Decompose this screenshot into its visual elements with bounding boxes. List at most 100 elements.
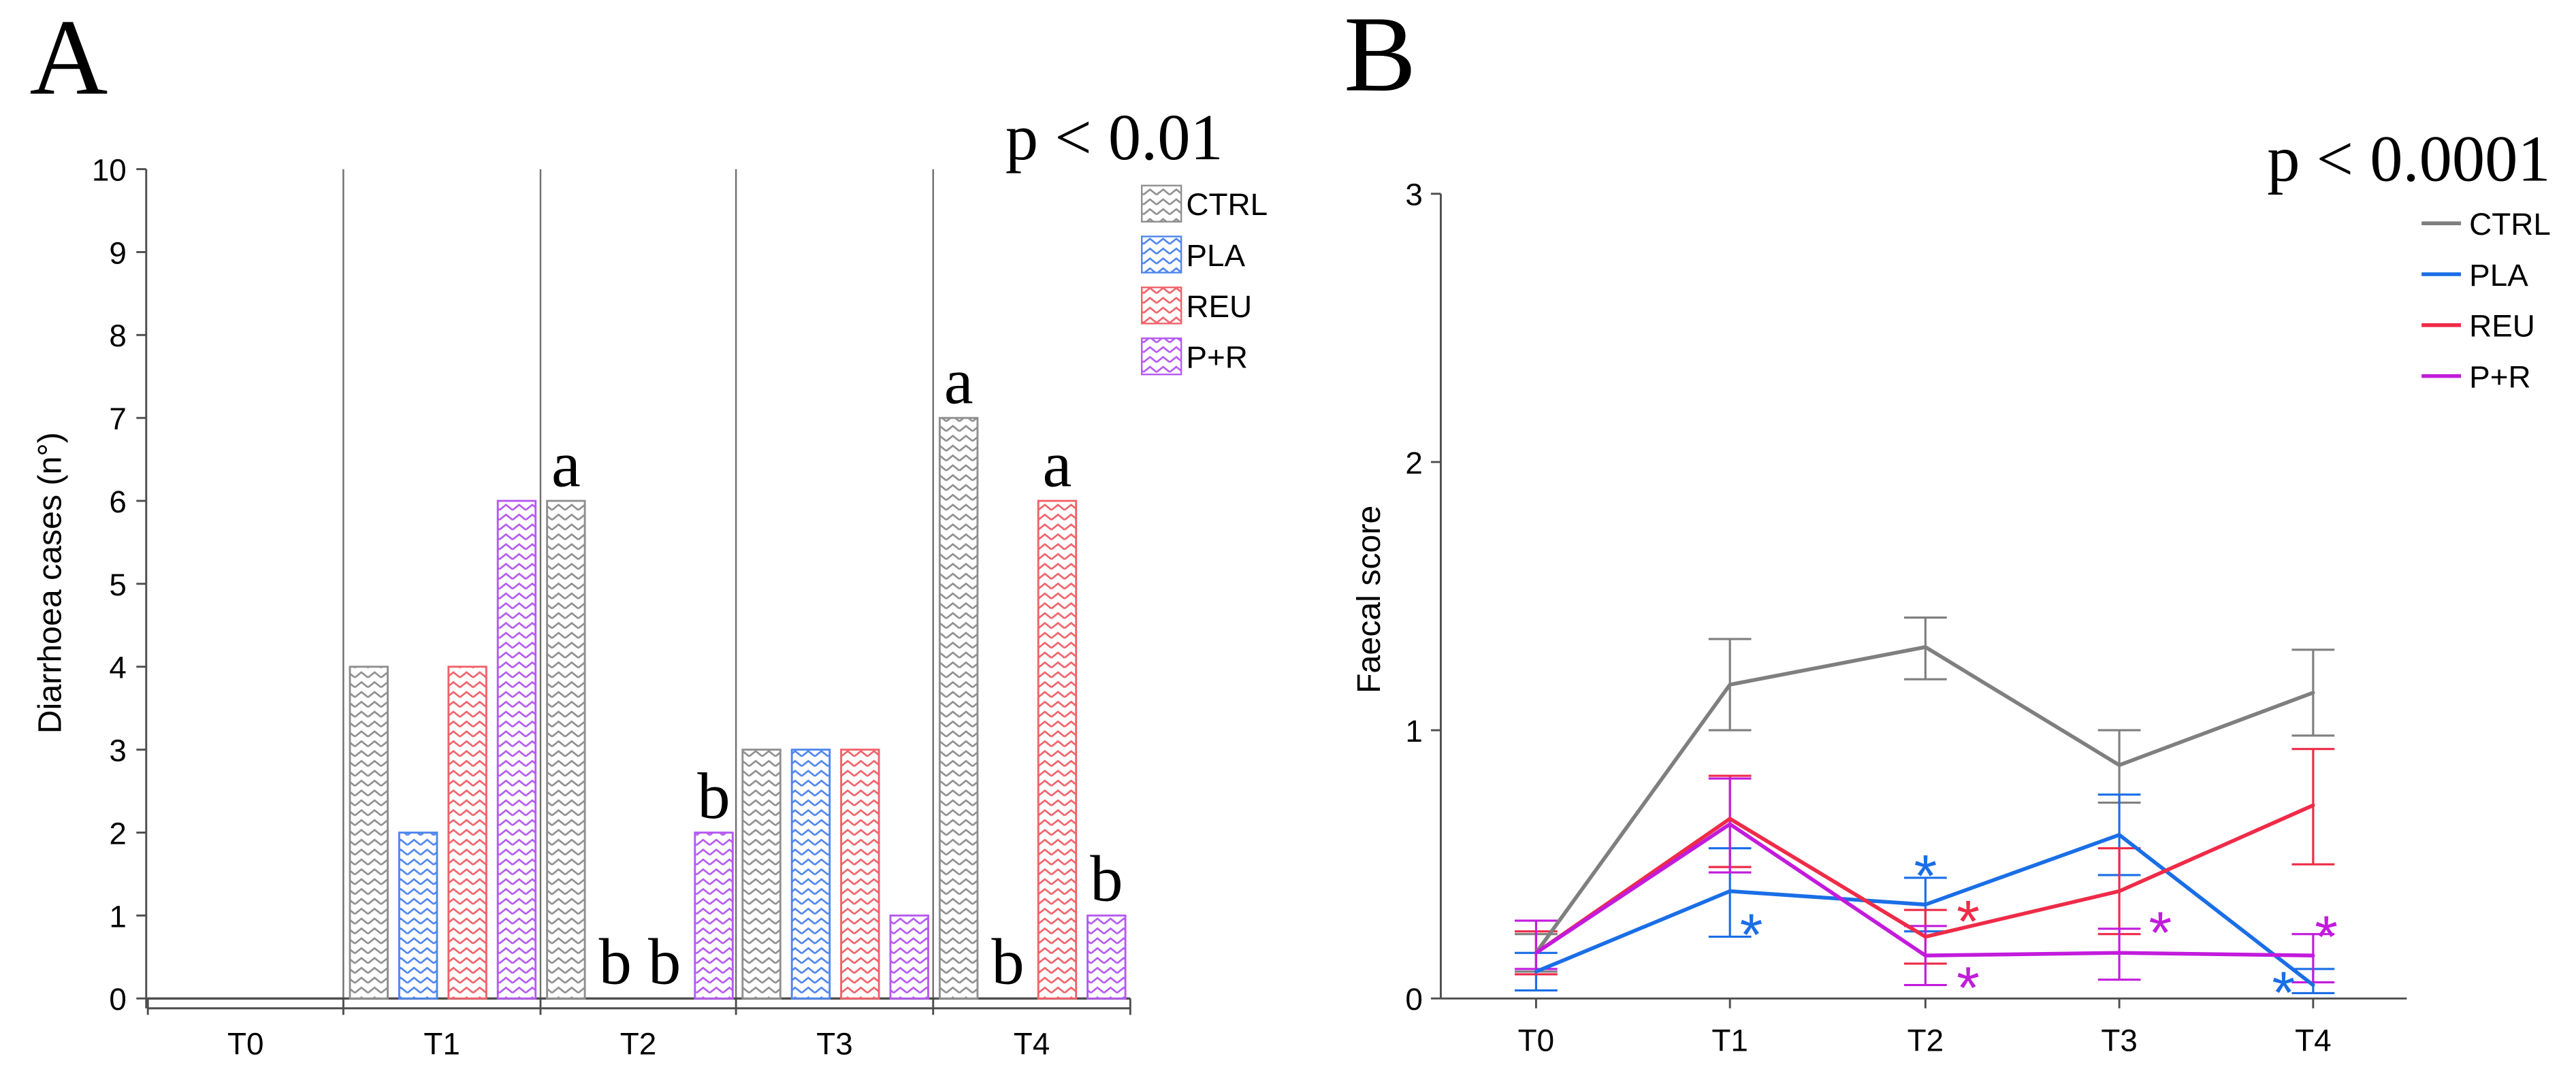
point-ctrl-t2 [1923,645,1928,649]
x-tick-label-t0: T0 [227,1025,264,1061]
panel-a-legend: CTRL PLA REU P+R [1141,184,1268,376]
legend-label-reu: REU [2469,308,2535,344]
significance-letter-p-plus-r-t4: b [1090,842,1123,915]
point-reu-t2 [1923,934,1928,939]
y-tick-label: 9 [109,235,127,270]
panel-b-legend: CTRL PLA REU P+R [2421,206,2551,395]
legend-item-ctrl: CTRL [1141,184,1268,223]
significance-star-pla-t1: * [1740,902,1763,968]
y-tick-label: 7 [109,401,127,436]
x-tick-label-t0: T0 [1518,1022,1555,1057]
significance-star-p-plus-r-t2: * [1957,955,1980,1021]
bar-reu-t4 [1037,499,1078,1000]
legend-label-pla: PLA [1186,237,1245,273]
panel-b-y-axis-title: Faecal score [1351,506,1387,693]
bar-ctrl-t3 [741,749,782,1000]
point-pla-t4 [2311,983,2315,987]
panel-a: A p < 0.01 Diarrhoea cases (n°) 0 1 2 3 4 5 6 7… [29,0,1268,1061]
x-tick-label-t2: T2 [1907,1022,1944,1057]
bar-p-plus-r-t2 [694,832,734,1000]
y-tick-label: 2 [109,815,127,851]
y-tick-label: 1 [1405,713,1423,749]
significance-letter-reu-t2: b [648,925,681,998]
significance-letter-p-plus-r-t2: b [697,759,730,832]
y-tick-label: 8 [109,318,127,353]
panel-b-p-value: p < 0.0001 [2267,122,2550,195]
bar-reu-t1 [447,666,487,1000]
legend-label-reu: REU [1186,289,1252,324]
point-p-plus-r-t0 [1534,951,1539,955]
bar-ctrl-t4 [938,416,979,1000]
significance-star-pla-t2: * [1914,843,1937,909]
legend-item-reu: REU [2421,308,2535,344]
legend-item-pla: PLA [1141,235,1245,274]
point-reu-t4 [2311,803,2315,808]
x-tick-label-t2: T2 [620,1025,657,1061]
significance-letter-reu-t4: a [1043,427,1072,500]
legend-label-p-plus-r: P+R [1186,340,1247,375]
panel-b: B p < 0.0001 Faecal score 0 1 2 3 T0 T1 T2 T3 T4… [1344,0,2551,1057]
x-tick-label-t3: T3 [816,1025,853,1061]
legend-item-reu: REU [1141,286,1252,325]
legend-item-ctrl: CTRL [2421,206,2551,242]
legend-item-pla: PLA [2421,257,2528,293]
significance-star-reu-t2: * [1957,889,1980,955]
significance-star-p-plus-r-t3: * [2149,900,2172,966]
x-tick-label-t1: T1 [1711,1022,1748,1057]
legend-label-pla: PLA [2469,257,2528,293]
bar-pla-t1 [398,832,438,1000]
significance-letter-pla-t4: b [991,925,1024,998]
panel-a-p-value: p < 0.01 [1005,101,1223,174]
y-tick-label: 0 [1405,981,1423,1017]
legend-swatch-ctrl [1141,184,1182,223]
legend-item-p-plus-r: P+R [2421,359,2531,395]
error-bar-p-plus-r-t4 [2291,933,2335,984]
y-tick-label: 1 [109,898,127,934]
significance-star-pla-t4: * [2272,960,2296,1026]
legend-swatch-reu [1141,286,1182,325]
bar-ctrl-t1 [349,666,389,1000]
bar-p-plus-r-t1 [496,499,537,1000]
y-tick-label: 3 [109,733,127,768]
legend-label-ctrl: CTRL [2469,206,2551,242]
x-tick-label-t1: T1 [423,1025,460,1061]
point-ctrl-t3 [2117,763,2121,767]
x-tick-label-t4: T4 [1014,1025,1050,1061]
y-tick-label: 5 [109,567,127,602]
error-bar-p-plus-r-t0 [1515,919,1558,970]
y-tick-label: 4 [109,650,127,685]
legend-item-p-plus-r: P+R [1141,337,1248,376]
point-pla-t2 [1923,902,1928,906]
x-tick-label-t4: T4 [2295,1022,2332,1057]
panel-a-label: A [29,0,108,118]
point-ctrl-t1 [1728,683,1732,687]
y-tick-label: 3 [1405,177,1423,212]
point-reu-t1 [1728,817,1732,821]
legend-swatch-p-plus-r [1141,337,1182,376]
panel-b-label: B [1344,0,1416,114]
point-p-plus-r-t2 [1923,953,1928,957]
y-tick-label: 6 [109,484,127,519]
significance-letter-ctrl-t4: a [944,344,973,417]
legend-swatch-pla [1141,235,1182,274]
y-tick-label: 10 [92,152,127,187]
significance-star-p-plus-r-t4: * [2315,904,2338,970]
point-pla-t0 [1534,970,1539,974]
point-pla-t3 [2117,833,2121,837]
bar-p-plus-r-t3 [889,914,929,1000]
point-p-plus-r-t3 [2117,951,2121,955]
point-reu-t3 [2117,889,2121,893]
point-ctrl-t4 [2311,691,2315,695]
y-tick-label: 2 [1405,445,1423,480]
bar-pla-t3 [790,749,831,1000]
y-tick-label: 0 [109,981,127,1017]
point-pla-t1 [1728,889,1732,893]
panel-a-y-axis-title: Diarrhoea cases (n°) [31,432,68,734]
bar-ctrl-t2 [546,499,586,1000]
legend-label-ctrl: CTRL [1186,186,1268,222]
point-p-plus-r-t4 [2311,953,2315,957]
bar-reu-t3 [840,749,880,1000]
